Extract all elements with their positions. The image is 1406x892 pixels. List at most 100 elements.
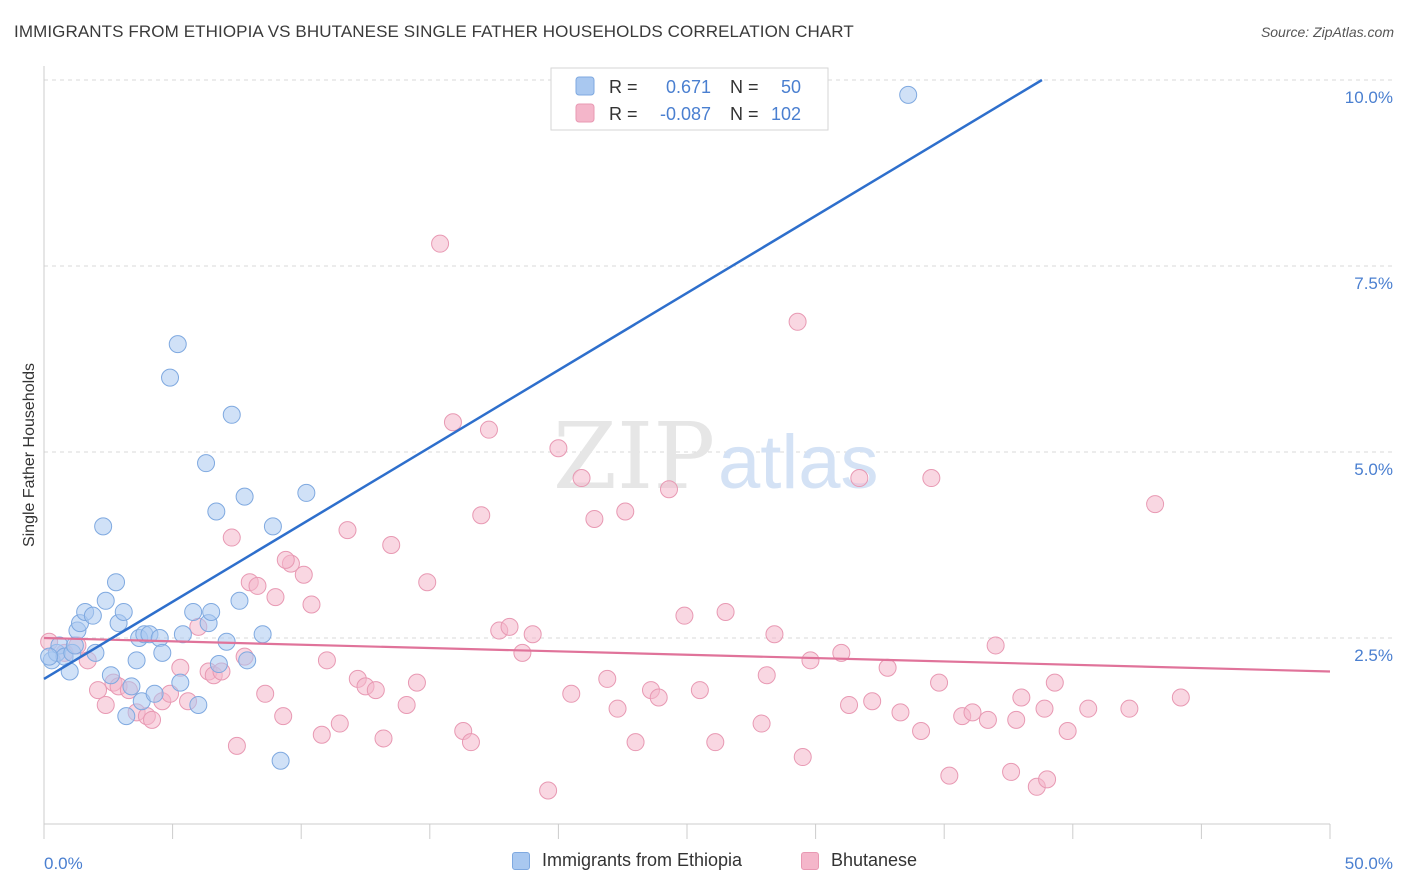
legend-r-value-2: -0.087 — [660, 104, 711, 124]
bhutanese-trend-line — [43, 636, 1331, 673]
bhutanese-point-75 — [832, 643, 851, 662]
bhutanese-point-80 — [891, 703, 910, 722]
ethiopia-point-13 — [96, 591, 115, 610]
ethiopia-point-36 — [202, 602, 221, 621]
ethiopia-point-46 — [271, 751, 290, 770]
bhutanese-point-42 — [418, 573, 437, 592]
bhutanese-point-39 — [382, 536, 401, 554]
y-tick-label-2: 7.5% — [1354, 274, 1393, 293]
legend-n-label-2: N = — [730, 104, 759, 124]
legend-label-bhutanese: Bhutanese — [831, 850, 918, 870]
ethiopia-point-29 — [168, 335, 187, 354]
bhutanese-point-54 — [549, 439, 568, 458]
legend-r-label-2: R = — [609, 104, 638, 124]
legend-item-ethiopia: Immigrants from Ethiopia — [512, 850, 742, 871]
bhutanese-point-56 — [572, 469, 591, 488]
bhutanese-point-11 — [143, 710, 162, 729]
ethiopia-trend-line — [43, 78, 1043, 680]
bhutanese-point-82 — [922, 469, 941, 488]
watermark-atlas: atlas — [718, 420, 879, 505]
y-tick-label-0: 2.5% — [1354, 646, 1393, 665]
ethiopia-point-41 — [230, 591, 249, 610]
series-legend: Immigrants from Ethiopia Bhutanese — [0, 850, 1406, 880]
bhutanese-point-55 — [562, 684, 581, 703]
bhutanese-point-52 — [523, 625, 542, 644]
bhutanese-point-87 — [978, 710, 997, 729]
ethiopia-point-33 — [189, 695, 208, 714]
bhutanese-point-101 — [276, 550, 295, 569]
bhutanese-point-99 — [1007, 710, 1026, 729]
bhutanese-point-26 — [266, 588, 285, 607]
ethiopia-point-38 — [209, 655, 228, 674]
y-axis-label: Single Father Households — [21, 363, 38, 547]
ethiopia-point-14 — [101, 666, 120, 685]
x-tick-max: 50.0% — [1345, 854, 1393, 873]
bhutanese-point-78 — [863, 692, 882, 711]
legend-swatch-bhutanese — [801, 851, 819, 870]
ethiopia-point-10 — [83, 606, 102, 625]
correlation-legend: R = 0.671 N = 50 R = -0.087 N = 102 — [550, 67, 829, 131]
bhutanese-point-53 — [539, 781, 558, 800]
bhutanese-point-37 — [366, 681, 385, 700]
bhutanese-point-44 — [443, 413, 462, 432]
ethiopia-point-40 — [222, 405, 241, 424]
grid-lines — [44, 79, 1393, 639]
ethiopia-point-17 — [114, 602, 133, 621]
bhutanese-point-20 — [222, 528, 241, 547]
bhutanese-point-33 — [330, 714, 349, 733]
ethiopia-point-30 — [171, 673, 190, 692]
y-tick-label-3: 10.0% — [1345, 88, 1393, 107]
bhutanese-point-73 — [793, 748, 812, 767]
bhutanese-point-98 — [1171, 688, 1190, 707]
ethiopia-point-12 — [94, 517, 113, 536]
bhutanese-point-68 — [716, 602, 735, 621]
bhutanese-point-38 — [374, 729, 393, 748]
legend-n-value-2: 102 — [771, 104, 801, 124]
ethiopia-point-44 — [253, 625, 272, 644]
bhutanese-point-83 — [930, 673, 949, 692]
legend-swatch-ethiopia — [512, 851, 530, 870]
y-tick-label-1: 5.0% — [1354, 460, 1393, 479]
ethiopia-point-32 — [184, 602, 203, 621]
bhutanese-point-32 — [317, 651, 336, 670]
bhutanese-point-95 — [1079, 699, 1098, 718]
bhutanese-point-89 — [1002, 762, 1021, 781]
ethiopia-point-18 — [117, 707, 136, 726]
bhutanese-point-90 — [1012, 688, 1031, 707]
bhutanese-point-64 — [659, 480, 678, 499]
ethiopia-point-37 — [207, 502, 226, 521]
bhutanese-point-30 — [302, 595, 321, 614]
ethiopia-point-31 — [173, 625, 192, 644]
ethiopia-point-49 — [40, 647, 59, 666]
legend-r-label-1: R = — [609, 77, 638, 97]
legend-n-label-1: N = — [730, 77, 759, 97]
ethiopia-point-28 — [161, 368, 180, 387]
bhutanese-point-77 — [850, 469, 869, 488]
bhutanese-point-66 — [690, 681, 709, 700]
bhutanese-point-29 — [294, 565, 313, 584]
trend-lines — [43, 78, 1331, 680]
axes — [43, 66, 1331, 839]
ethiopia-point-34 — [197, 454, 216, 473]
legend-r-value-1: 0.671 — [666, 77, 711, 97]
ethiopia-point-15 — [107, 573, 126, 592]
ethiopia-point-19 — [122, 677, 141, 696]
bhutanese-point-69 — [752, 714, 771, 733]
bhutanese-point-27 — [274, 707, 293, 726]
bhutanese-point-63 — [649, 688, 668, 707]
y-tick-labels: 2.5% 5.0% 7.5% 10.0% — [1345, 88, 1393, 665]
ethiopia-point-4 — [60, 662, 79, 681]
bhutanese-point-51 — [513, 643, 532, 662]
bhutanese-point-96 — [1120, 699, 1139, 718]
legend-swatch-blue — [575, 76, 595, 96]
bhutanese-point-70 — [757, 666, 776, 685]
bhutanese-point-46 — [461, 733, 480, 752]
ethiopia-point-20 — [127, 651, 146, 670]
ethiopia-point-47 — [297, 483, 316, 502]
bhutanese-point-79 — [878, 658, 897, 677]
bhutanese-point-47 — [472, 506, 491, 525]
ethiopia-point-48 — [899, 85, 918, 104]
ethiopia-point-45 — [263, 517, 282, 536]
bhutanese-point-88 — [986, 636, 1005, 655]
